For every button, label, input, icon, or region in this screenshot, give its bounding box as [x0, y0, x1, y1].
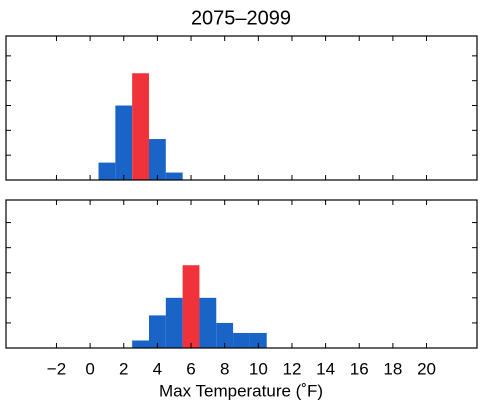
bar [98, 162, 116, 180]
plot-frame [5, 35, 478, 181]
chart-title: 2075–2099 [191, 7, 291, 29]
x-tick-label: 14 [316, 359, 335, 378]
bar [132, 73, 149, 180]
bar [165, 297, 183, 348]
bar [233, 332, 250, 348]
bar [148, 139, 166, 180]
bar [148, 315, 166, 348]
x-tick-label: 4 [153, 359, 162, 378]
bar [132, 340, 149, 348]
x-tick-label: 16 [350, 359, 369, 378]
x-tick-label: 0 [85, 359, 94, 378]
x-tick-label: −2 [47, 359, 66, 378]
x-tick-label: 18 [383, 359, 402, 378]
x-tick-label: 6 [186, 359, 195, 378]
bar [182, 265, 200, 348]
x-tick-label: 10 [249, 359, 268, 378]
x-tick-label: 8 [220, 359, 229, 378]
x-axis-label: Max Temperature (˚F) [159, 381, 323, 400]
bar [115, 105, 133, 180]
x-tick-label: 2 [119, 359, 128, 378]
plot-frame [5, 199, 478, 349]
bar [249, 332, 267, 348]
x-tick-label: 20 [417, 359, 436, 378]
bar [199, 297, 217, 348]
bar [165, 172, 183, 180]
bar [216, 322, 234, 348]
x-tick-label: 12 [283, 359, 302, 378]
